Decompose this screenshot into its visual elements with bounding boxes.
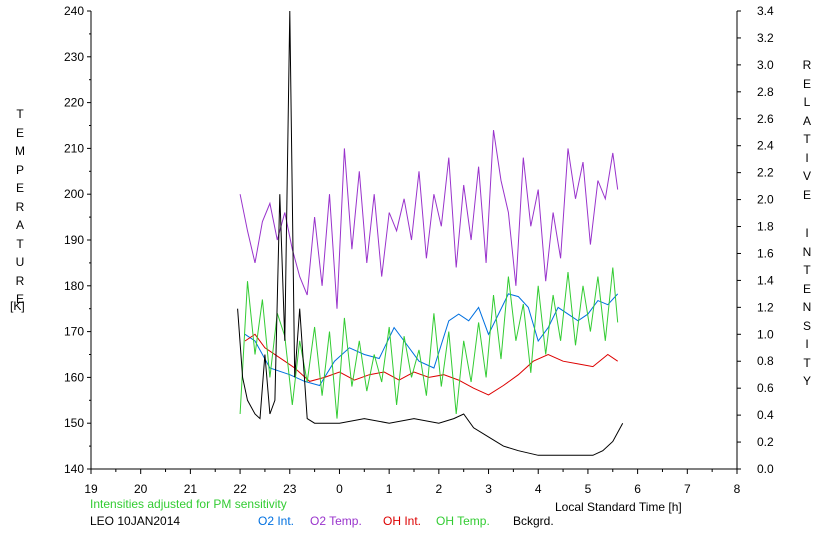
right-tick-label: 1.6 — [757, 246, 774, 260]
right-axis-title-letter: N — [802, 300, 812, 315]
x-tick-label: 8 — [734, 482, 741, 496]
right-tick-label: 0.2 — [757, 435, 774, 449]
x-tick-label: 22 — [233, 482, 247, 496]
x-tick-label: 6 — [634, 482, 641, 496]
left-tick-label: 160 — [64, 370, 84, 384]
left-axis-title-letter: R — [15, 199, 25, 214]
series-line-bckgrd — [237, 10, 624, 456]
x-tick-label: 2 — [436, 482, 443, 496]
right-axis-title-letter: E — [802, 76, 811, 91]
left-axis-title-letter: E — [15, 292, 24, 306]
right-axis-title-letter: V — [802, 169, 811, 183]
left-axis-title-letter: T — [16, 236, 24, 251]
left-tick-label: 210 — [64, 141, 84, 155]
right-axis-title-letter: T — [803, 263, 811, 278]
right-tick-label: 0.6 — [757, 381, 774, 395]
right-tick-label: 2.2 — [757, 166, 774, 180]
left-tick-label: 240 — [64, 4, 84, 18]
x-tick-label: 4 — [535, 482, 542, 496]
left-axis-title-letter: U — [15, 255, 25, 269]
right-tick-label: 1.0 — [757, 327, 774, 341]
legend-oh-int: OH Int. — [383, 514, 422, 528]
series-line-o2-int — [244, 293, 619, 387]
right-tick-label: 0.8 — [757, 354, 774, 368]
right-axis-title-letter: R — [802, 58, 812, 72]
right-axis-title-letter: E — [802, 281, 811, 296]
right-tick-label: 1.4 — [757, 273, 774, 287]
right-axis-title-letter: A — [802, 113, 811, 128]
left-tick-label: 200 — [64, 187, 84, 201]
left-axis-title-letter: E — [15, 125, 24, 140]
left-tick-label: 230 — [64, 50, 84, 64]
right-tick-label: 3.4 — [757, 4, 774, 18]
right-axis-title-letter: I — [805, 226, 809, 241]
series-line-oh-int — [244, 333, 618, 396]
right-axis-title-letter: E — [802, 187, 811, 202]
legend-o2-int: O2 Int. — [258, 514, 295, 528]
legend-bckgrd: Bckgrd. — [513, 514, 554, 528]
x-tick-label: 0 — [336, 482, 343, 496]
left-axis-title-letter: A — [15, 218, 24, 232]
right-axis-title-letter: I — [805, 337, 809, 352]
left-axis-title-letter: T — [16, 107, 24, 121]
right-tick-label: 1.8 — [757, 220, 774, 234]
right-tick-label: 2.6 — [757, 112, 774, 126]
x-tick-label: 19 — [84, 482, 98, 496]
right-axis-title-letter: S — [802, 318, 811, 333]
x-tick-label: 3 — [485, 482, 492, 496]
right-tick-label: 3.0 — [757, 58, 774, 72]
left-axis-title-letter: R — [15, 273, 25, 288]
left-tick-label: 220 — [64, 96, 84, 110]
left-tick-label: 150 — [64, 416, 84, 430]
left-axis-title-letter: E — [15, 181, 24, 195]
x-tick-label: 20 — [134, 482, 148, 496]
x-axis-label: Local Standard Time [h] — [555, 500, 682, 514]
series-line-o2-temp — [239, 130, 619, 309]
annotation-pm-sensitivity: Intensities adjusted for PM sensitivity — [90, 497, 287, 511]
right-axis-title-letter: I — [805, 150, 809, 165]
right-axis-title-letter: N — [802, 244, 812, 259]
right-axis-title-letter: T — [803, 132, 811, 146]
legend-o2-temp: O2 Temp. — [310, 514, 362, 528]
x-tick-label: 7 — [684, 482, 691, 496]
legend-oh-temp: OH Temp. — [436, 514, 490, 528]
left-axis-title-letter: P — [15, 162, 24, 177]
right-axis-title-letter: Y — [802, 374, 811, 389]
left-axis-title-letter: M — [15, 144, 25, 158]
x-tick-label: 21 — [184, 482, 198, 496]
left-tick-label: 140 — [64, 462, 84, 476]
right-tick-label: 0.0 — [757, 462, 774, 476]
x-tick-label: 5 — [585, 482, 592, 496]
left-tick-label: 180 — [64, 279, 84, 293]
x-tick-label: 1 — [386, 482, 393, 496]
left-tick-label: 170 — [64, 325, 84, 339]
right-tick-label: 2.8 — [757, 85, 774, 99]
x-tick-label: 23 — [283, 482, 297, 496]
right-axis-title-letter: L — [803, 95, 811, 109]
left-axis-unit: [K] — [10, 299, 25, 313]
right-tick-label: 3.2 — [757, 31, 774, 45]
right-tick-label: 2.0 — [757, 193, 774, 207]
station-date-label: LEO 10JAN2014 — [90, 514, 181, 528]
right-axis-title-letter: T — [803, 355, 811, 370]
left-tick-label: 190 — [64, 233, 84, 247]
right-tick-label: 0.4 — [757, 408, 774, 422]
right-tick-label: 1.2 — [757, 300, 774, 314]
right-tick-label: 2.4 — [757, 139, 774, 153]
